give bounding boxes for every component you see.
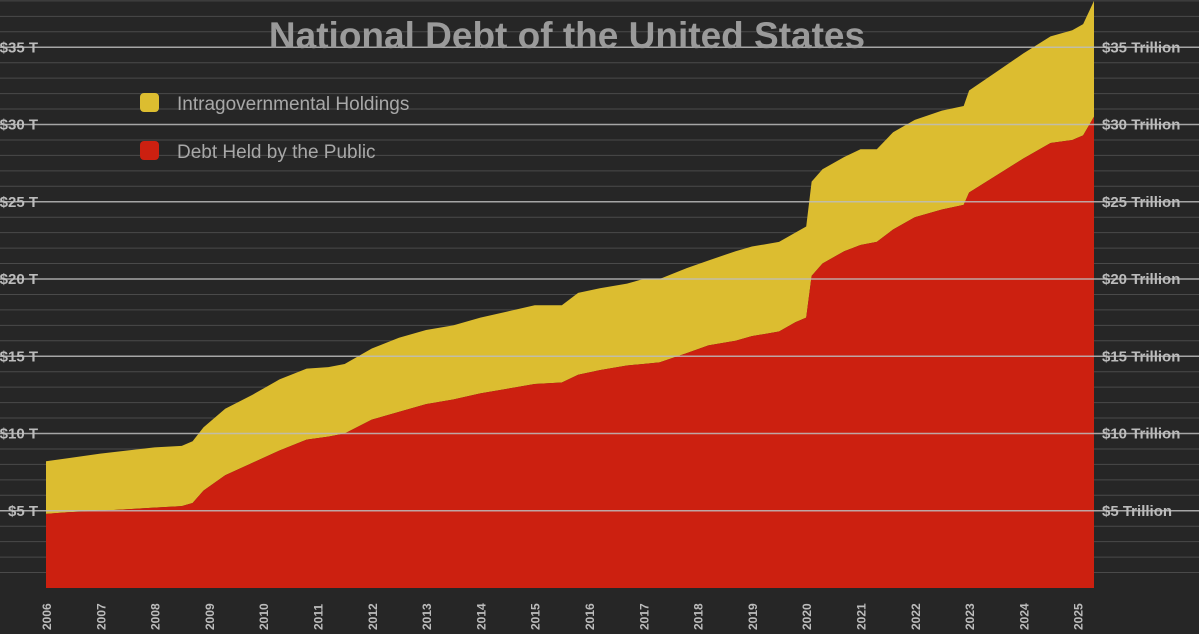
x-tick-label: 2006 (40, 603, 54, 630)
x-tick-label: 2023 (963, 603, 977, 630)
x-tick-label: 2019 (746, 603, 760, 630)
y-tick-label-left: $25 T (0, 194, 38, 211)
x-tick-label: 2022 (909, 603, 923, 630)
x-tick-label: 2009 (203, 603, 217, 630)
legend: Intragovernmental Holdings Debt Held by … (140, 93, 409, 163)
x-tick-label: 2013 (420, 603, 434, 630)
legend-swatch-intragovernmental (140, 93, 159, 112)
x-tick-label: 2011 (312, 604, 326, 630)
y-tick-label-right: $35 Trillion (1102, 39, 1180, 56)
x-tick-label: 2016 (583, 603, 597, 630)
x-tick-label: 2018 (692, 603, 706, 630)
x-axis: 2006 2007 2008 2009 2010 2011 2012 2013 2014 2015… (40, 603, 1086, 630)
y-tick-label-left: $10 T (0, 426, 38, 443)
legend-label-intragovernmental: Intragovernmental Holdings (177, 94, 409, 115)
x-tick-label: 2025 (1072, 603, 1086, 630)
y-tick-label-left: $20 T (0, 271, 38, 288)
x-tick-label: 2007 (94, 603, 108, 630)
x-tick-label: 2015 (529, 603, 543, 630)
legend-swatch-public (140, 141, 159, 160)
y-tick-label-left: $5 T (8, 503, 38, 520)
x-tick-label: 2010 (257, 603, 271, 630)
y-tick-label-right: $20 Trillion (1102, 271, 1180, 288)
y-tick-label-left: $30 T (0, 117, 38, 134)
y-tick-label-right: $10 Trillion (1102, 426, 1180, 443)
y-axis-right: $5 Trillion $10 Trillion $15 Trillion $20 T… (1102, 39, 1180, 520)
area-debt-held-by-public (46, 116, 1094, 589)
y-tick-label-right: $15 Trillion (1102, 348, 1180, 365)
x-tick-label: 2020 (800, 603, 814, 630)
y-axis-left: $5 T $10 T $15 T $20 T $25 T $30 T $35 T (0, 39, 38, 520)
legend-label-public: Debt Held by the Public (177, 142, 376, 163)
area-series (46, 0, 1094, 589)
x-tick-label: 2024 (1017, 603, 1031, 630)
x-tick-label: 2012 (366, 603, 380, 630)
major-gridlines (0, 46, 1199, 512)
y-tick-label-right: $30 Trillion (1102, 117, 1180, 134)
x-tick-label: 2008 (149, 603, 163, 630)
x-tick-label: 2017 (637, 603, 651, 630)
area-intragovernmental-holdings (46, 0, 1094, 514)
y-tick-label-left: $15 T (0, 348, 38, 365)
y-tick-label-right: $25 Trillion (1102, 194, 1180, 211)
chart-title: National Debt of the United States (269, 15, 865, 56)
y-tick-label-left: $35 T (0, 39, 38, 56)
x-tick-label: 2014 (474, 603, 488, 630)
y-tick-label-right: $5 Trillion (1102, 503, 1172, 520)
x-tick-label: 2021 (855, 603, 869, 630)
